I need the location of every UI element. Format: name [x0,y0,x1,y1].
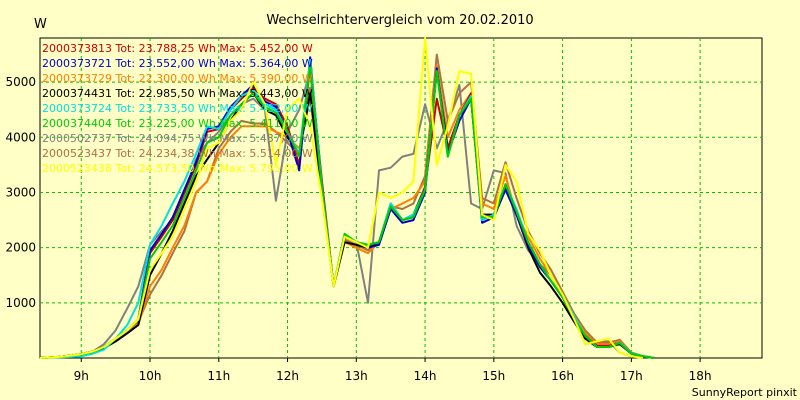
y-tick-label: 1000 [5,296,36,310]
legend-entry-2000374404: 2000374404 Tot: 23.225,00 Wh Max: 5.411,… [42,117,313,130]
legend-entry-2000502737: 2000502737 Tot: 24.094,75 Wh Max: 5.437,… [42,132,313,145]
legend-entry-2000373729: 2000373729 Tot: 22.300,00 Wh Max: 5.390,… [42,72,313,85]
x-tick-label: 10h [139,369,162,383]
x-tick-label: 12h [276,369,299,383]
series-line-2000523438 [39,37,644,359]
legend-entry-2000373724: 2000373724 Tot: 23.733,50 Wh Max: 5.432,… [42,102,313,115]
plot-area [39,37,763,359]
legend-entry-2000523437: 2000523437 Tot: 24.234,38 Wh Max: 5.514,… [42,147,313,160]
series-line-2000523437 [39,53,655,359]
x-tick-label: 15h [482,369,505,383]
x-tick-label: 17h [620,369,643,383]
chart-title: Wechselrichtervergleich vom 20.02.2010 [266,13,533,28]
series-line-2000374431 [39,70,655,359]
series-lines [39,37,655,359]
y-tick-label: 5000 [5,75,36,89]
x-tick-label: 18h [689,369,712,383]
x-tick-label: 9h [74,369,89,383]
x-axis-ticks: 9h 10h 11h 12h 13h 14h 15h 16h 17h 18h [74,358,712,383]
x-tick-label: 11h [207,369,230,383]
footer-credit: SunnyReport pinxit [692,386,798,399]
legend-entry-2000373721: 2000373721 Tot: 23.552,00 Wh Max: 5.364,… [42,57,313,70]
y-axis-ticks: 1000 2000 3000 4000 5000 [5,75,36,310]
series-line-2000374404 [39,64,655,359]
x-tick-label: 13h [345,369,368,383]
y-tick-label: 3000 [5,185,36,199]
y-tick-label: 4000 [5,130,36,144]
legend-entry-2000523438: 2000523438 Tot: 24.573,50 Wh Max: 5.795,… [42,162,313,175]
legend: 2000373813 Tot: 23.788,25 Wh Max: 5.452,… [42,42,313,175]
legend-entry-2000374431: 2000374431 Tot: 22.985,50 Wh Max: 5.443,… [42,87,313,100]
legend-entry-2000373813: 2000373813 Tot: 23.788,25 Wh Max: 5.452,… [42,42,313,55]
y-tick-label: 2000 [5,241,36,255]
x-tick-label: 14h [414,369,437,383]
y-axis-label: W [34,17,47,32]
x-tick-label: 16h [551,369,574,383]
grid-lines [40,38,762,358]
